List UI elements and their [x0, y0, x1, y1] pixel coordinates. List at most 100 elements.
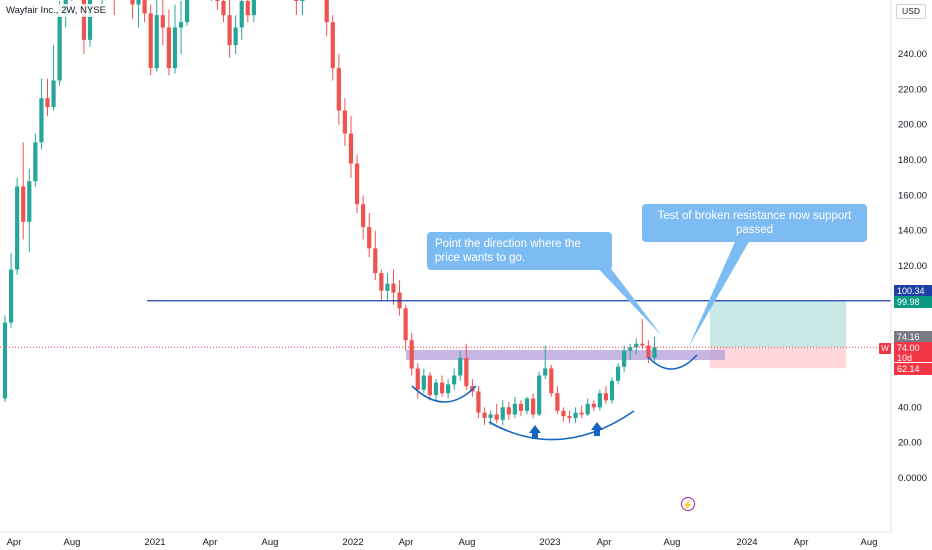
candle: [342, 98, 348, 146]
candle: [136, 0, 141, 28]
candle: [537, 372, 542, 417]
y-tick-label: 200.00: [898, 120, 927, 131]
x-axis: Apr Aug 2021 Apr Aug 2022 Apr Aug 2023 Apr Aug 2024…: [7, 537, 878, 548]
candle: [579, 405, 584, 418]
candle: [446, 379, 451, 399]
stop-zone: [710, 347, 846, 369]
candle: [458, 350, 463, 381]
candle: [567, 410, 572, 424]
candle: [439, 375, 445, 397]
candle: [45, 78, 50, 116]
candle: [409, 333, 414, 376]
candle: [646, 340, 651, 364]
candle: [506, 402, 511, 420]
x-tick-label: Aug: [664, 537, 681, 548]
candle: [464, 343, 469, 390]
candle: [415, 363, 420, 399]
y-tick-label: 40.00: [898, 402, 922, 413]
candle: [336, 54, 341, 125]
candle: [160, 0, 165, 46]
x-tick-label: Apr: [597, 537, 612, 548]
candle: [452, 368, 457, 390]
candle: [2, 315, 8, 403]
x-tick-label: Apr: [399, 537, 414, 548]
x-tick-label: Aug: [459, 537, 476, 548]
candle: [21, 142, 26, 240]
current-marker[interactable]: W: [879, 343, 891, 354]
candle: [585, 398, 590, 417]
support-zone: [406, 350, 725, 360]
candle: [27, 168, 32, 252]
current-price-label: 74.00: [897, 343, 920, 353]
up-arrow-icon: [529, 425, 541, 439]
candle: [227, 0, 232, 58]
flash-icon[interactable]: ⚡: [681, 497, 695, 511]
y-tick-label: 240.00: [898, 49, 927, 60]
x-tick-label: Aug: [861, 537, 878, 548]
candle: [154, 0, 159, 72]
candle: [591, 400, 596, 411]
candle: [524, 396, 530, 415]
candle: [549, 364, 554, 397]
candle: [652, 336, 657, 362]
candle: [421, 368, 426, 394]
candle: [166, 9, 171, 76]
right-shoulder-arc[interactable]: [647, 354, 698, 370]
left-shoulder-arc[interactable]: [411, 385, 477, 403]
x-tick-label: Aug: [262, 537, 279, 548]
candle: [130, 0, 135, 19]
candle: [33, 133, 38, 187]
annotation-direction[interactable]: Point the direction where the price want…: [427, 232, 612, 270]
candle: [51, 45, 56, 111]
price-tag-high: 74.16: [894, 331, 932, 343]
x-tick-label: Aug: [64, 537, 81, 548]
candle: [354, 154, 360, 213]
candle: [622, 345, 627, 372]
candle: [603, 386, 609, 404]
candle: [324, 0, 329, 37]
candle: [397, 280, 402, 316]
annotation-support[interactable]: Test of broken resistance now support pa…: [642, 204, 867, 242]
candle: [8, 253, 14, 328]
x-tick-label: Apr: [794, 537, 809, 548]
currency-selector[interactable]: USD: [896, 4, 926, 19]
candle: [361, 195, 366, 240]
candle: [221, 0, 226, 23]
x-tick-label: Apr: [7, 537, 22, 548]
candle: [373, 230, 378, 281]
candle: [300, 0, 305, 16]
x-tick-label: 2023: [539, 537, 560, 548]
candle: [172, 4, 178, 74]
candle: [215, 0, 220, 10]
candle: [71, 0, 73, 1]
price-tag-target: 99.98: [894, 296, 932, 308]
y-tick-label: 120.00: [898, 261, 927, 272]
candle: [330, 15, 335, 81]
candle: [500, 400, 505, 425]
cup-arc[interactable]: [488, 410, 635, 441]
x-tick-label: 2022: [342, 537, 363, 548]
x-tick-label: 2021: [144, 537, 165, 548]
candle: [543, 345, 548, 380]
y-tick-label: 0.0000: [898, 473, 927, 484]
callout-pointer-direction: [592, 262, 662, 336]
candle: [561, 407, 566, 422]
candle: [403, 304, 408, 351]
candle: [348, 115, 354, 178]
price-tag-stop: 62.14: [894, 363, 932, 375]
up-arrow-icon: [591, 422, 603, 436]
candle: [494, 403, 499, 424]
y-tick-label: 160.00: [898, 190, 927, 201]
candle: [379, 269, 384, 302]
candle: [39, 78, 44, 150]
y-axis: 0.0000 20.00 40.00 120.00 140.00 160.00 180.00…: [898, 49, 927, 484]
callout-pointer-support: [688, 226, 758, 348]
candle: [391, 269, 396, 305]
candle: [178, 1, 184, 54]
candle: [555, 386, 560, 415]
candle: [427, 372, 432, 401]
candle: [640, 319, 645, 350]
candle: [367, 213, 372, 258]
candle: [245, 0, 250, 23]
